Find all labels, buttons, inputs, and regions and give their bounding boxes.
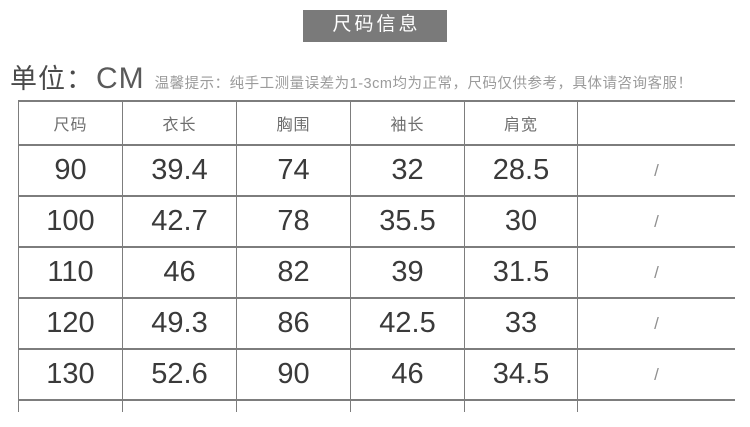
- table-cell: /: [577, 195, 735, 248]
- table-row: 90 39.4 74 32 28.5/: [18, 144, 735, 197]
- column-header: 肩宽: [464, 100, 578, 146]
- table-cell-empty: [18, 399, 123, 412]
- table-cell-empty: [350, 399, 465, 412]
- table-cell-empty: [464, 399, 578, 412]
- unit-value: CM: [96, 62, 145, 95]
- table-cell: 39: [350, 246, 465, 299]
- column-header: [577, 100, 735, 146]
- table-cell: 28.5: [464, 144, 578, 197]
- size-info-header: 尺码信息: [0, 10, 750, 42]
- table-cell: 46: [350, 348, 465, 401]
- table-cell: 42.5: [350, 297, 465, 350]
- table-row-partial: [18, 399, 735, 412]
- table-cell-empty: [236, 399, 351, 412]
- table-cell: 33: [464, 297, 578, 350]
- column-header: 胸围: [236, 100, 351, 146]
- unit-label: 单位：: [10, 64, 94, 94]
- table-cell: /: [577, 297, 735, 350]
- table-cell: 90: [18, 144, 123, 197]
- column-header: 袖长: [350, 100, 465, 146]
- table-cell: 100: [18, 195, 123, 248]
- table-cell: 31.5: [464, 246, 578, 299]
- table-cell: 86: [236, 297, 351, 350]
- table-cell: 32: [350, 144, 465, 197]
- table-cell: 120: [18, 297, 123, 350]
- table-cell: 30: [464, 195, 578, 248]
- size-table-head: 尺码 衣长 胸围 袖长 肩宽: [18, 100, 735, 146]
- table-cell: 74: [236, 144, 351, 197]
- table-cell: 49.3: [122, 297, 237, 350]
- table-cell: 90: [236, 348, 351, 401]
- table-cell: 52.6: [122, 348, 237, 401]
- table-cell: 110: [18, 246, 123, 299]
- table-cell: 130: [18, 348, 123, 401]
- unit-line: 单位： CM 温馨提示：纯手工测量误差为1-3cm均为正常，尺码仅供参考，具体请…: [10, 57, 744, 96]
- table-cell: /: [577, 348, 735, 401]
- size-table-container: 尺码 衣长 胸围 袖长 肩宽 90 39.4 74 32 28.5/100 42.7 78 35.5 3…: [18, 100, 735, 412]
- table-row: 120 49.3 86 42.5 33/: [18, 297, 735, 350]
- table-cell: /: [577, 144, 735, 197]
- table-cell-empty: [577, 399, 735, 412]
- measurement-tip: 温馨提示：纯手工测量误差为1-3cm均为正常，尺码仅供参考，具体请咨询客服！: [154, 76, 693, 92]
- table-cell: 82: [236, 246, 351, 299]
- size-table-body: 90 39.4 74 32 28.5/100 42.7 78 35.5 30/110 46 82 39…: [18, 144, 735, 412]
- table-row: 100 42.7 78 35.5 30/: [18, 195, 735, 248]
- table-cell: 34.5: [464, 348, 578, 401]
- table-row: 110 46 82 39 31.5/: [18, 246, 735, 299]
- table-cell-empty: [122, 399, 237, 412]
- table-cell: 42.7: [122, 195, 237, 248]
- table-cell: /: [577, 246, 735, 299]
- table-header-row: 尺码 衣长 胸围 袖长 肩宽: [18, 100, 735, 146]
- table-cell: 78: [236, 195, 351, 248]
- column-header: 尺码: [18, 100, 123, 146]
- size-table: 尺码 衣长 胸围 袖长 肩宽 90 39.4 74 32 28.5/100 42.7 78 35.5 3…: [18, 100, 735, 412]
- table-cell: 46: [122, 246, 237, 299]
- table-row: 130 52.6 90 46 34.5/: [18, 348, 735, 401]
- table-cell: 39.4: [122, 144, 237, 197]
- column-header: 衣长: [122, 100, 237, 146]
- table-cell: 35.5: [350, 195, 465, 248]
- size-info-badge: 尺码信息: [303, 10, 447, 42]
